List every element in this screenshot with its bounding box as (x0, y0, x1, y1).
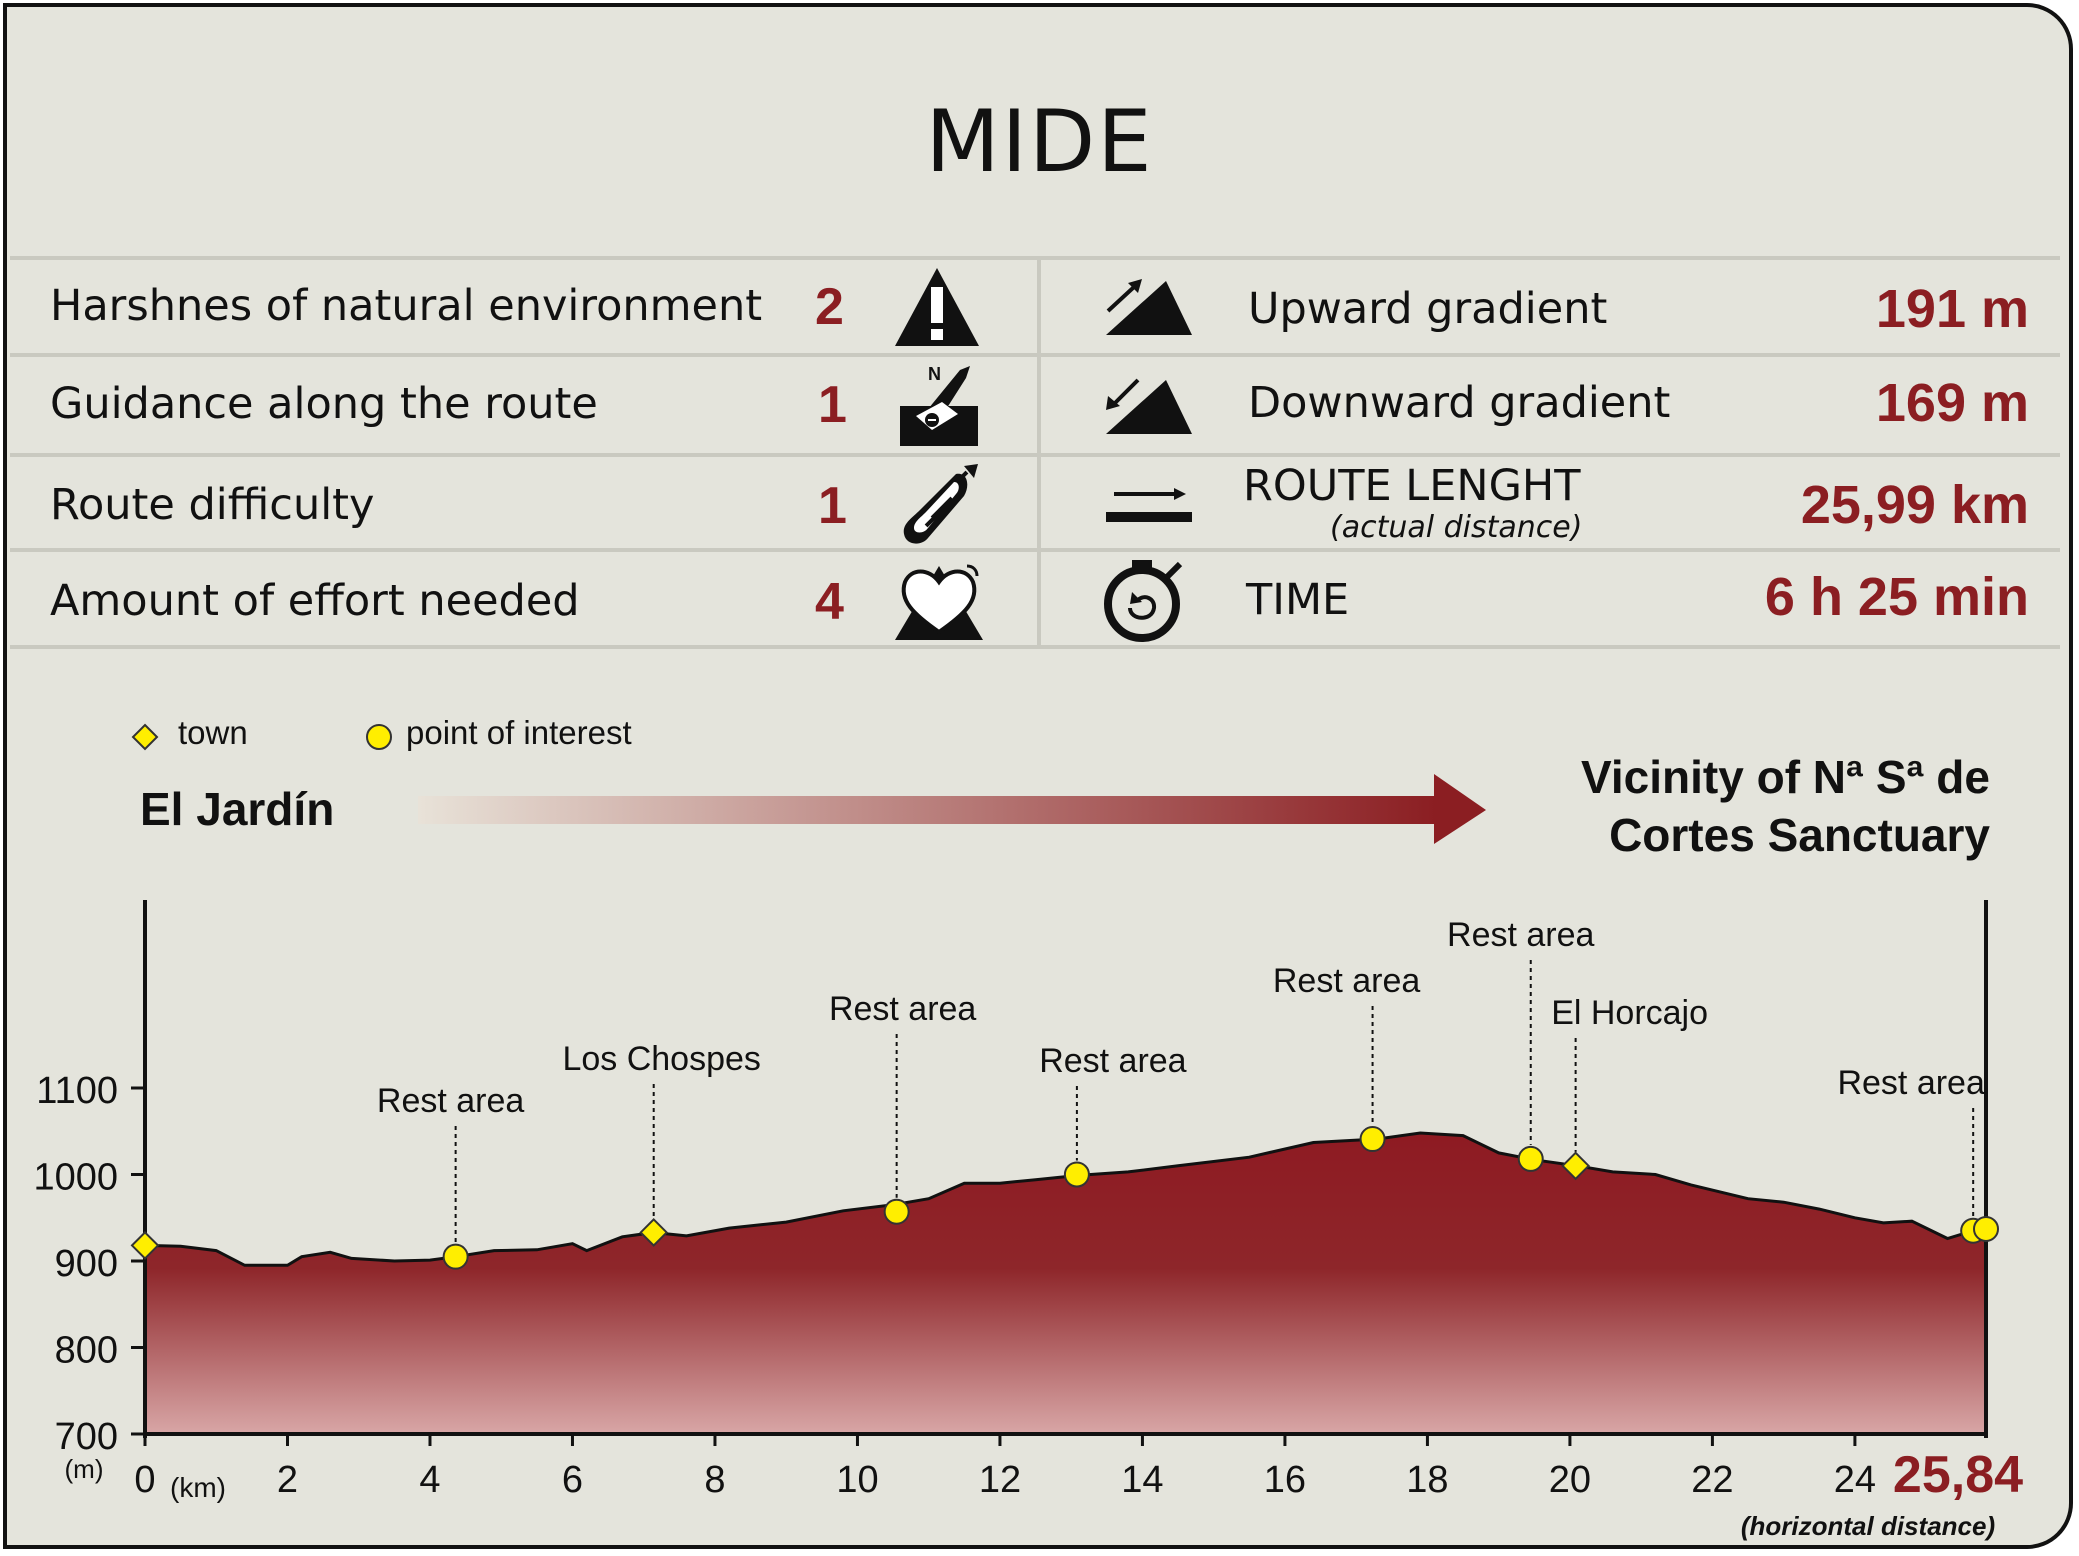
length-sublabel: (actual distance) (1330, 510, 1583, 545)
route-start: El Jardín (140, 783, 335, 835)
downward-label: Downward gradient (1248, 378, 1671, 428)
row-divider (10, 353, 2060, 357)
effort-label: Amount of effort needed (50, 576, 580, 626)
distance-arrow-icon (1106, 488, 1192, 522)
poi-marker (1517, 1145, 1544, 1172)
guidance-icon: N (900, 364, 978, 446)
environment-score: 2 (815, 278, 844, 336)
town-marker (1561, 1151, 1591, 1181)
town-marker (639, 1218, 669, 1247)
poi-marker (442, 1243, 469, 1270)
footprint-icon (903, 464, 978, 544)
y-tick-label: 800 (55, 1330, 118, 1372)
callout-label: Rest area (1837, 1064, 1984, 1102)
svg-text:N: N (928, 364, 941, 384)
upward-label: Upward gradient (1248, 284, 1608, 334)
poi-marker (1359, 1126, 1386, 1153)
elevation-line (144, 1131, 1987, 1267)
x-tick-label: 24 (1834, 1459, 1876, 1501)
route-end-line1: Vicinity of Nª Sª de (1581, 751, 1990, 803)
x-tick-label: 18 (1406, 1459, 1448, 1501)
town-marker (130, 1231, 160, 1260)
x-tick-label: 2 (277, 1459, 298, 1501)
callout-label: Rest area (1039, 1042, 1186, 1080)
y-tick-label: 1000 (33, 1157, 118, 1199)
route-end: Vicinity of Nª Sª de Cortes Sanctuary (1581, 748, 1990, 864)
downward-slope-icon (1106, 378, 1192, 434)
difficulty-score: 1 (818, 477, 847, 535)
x-tick-label: 12 (979, 1459, 1021, 1501)
poi-marker (1063, 1161, 1090, 1188)
warning-icon (895, 268, 979, 346)
guidance-label: Guidance along the route (50, 379, 598, 429)
route-end-line2: Cortes Sanctuary (1609, 809, 1990, 861)
elevation-area (145, 1133, 1986, 1434)
x-tick-label: 8 (704, 1459, 725, 1501)
length-value: 25,99 km (1800, 475, 2029, 535)
town-legend-marker (131, 723, 159, 751)
x-tick-label: 10 (836, 1459, 878, 1501)
x-tick-label: 22 (1691, 1459, 1733, 1501)
y-unit-label: (m) (65, 1454, 104, 1484)
page-title: MIDE (925, 92, 1154, 192)
poi-legend-marker (366, 724, 392, 750)
route-direction-arrow (418, 774, 1486, 844)
x-unit-label: (km) (170, 1472, 226, 1503)
y-tick-label: 900 (55, 1243, 118, 1285)
length-label: ROUTE LENGHT (1243, 461, 1581, 511)
y-tick-label: 700 (55, 1416, 118, 1458)
town-legend-label: town (178, 714, 248, 751)
row-divider (10, 453, 2060, 457)
table-top-border (10, 256, 2060, 260)
y-tick-label: 1100 (36, 1070, 118, 1112)
stopwatch-icon (1104, 560, 1183, 642)
callout-label: Rest area (377, 1082, 524, 1120)
row-divider (10, 548, 2060, 552)
upward-slope-icon (1106, 279, 1192, 335)
effort-score: 4 (815, 573, 844, 631)
heart-icon (895, 564, 983, 640)
callout-label: Los Chospes (562, 1040, 760, 1078)
x-tick-label: 16 (1264, 1459, 1306, 1501)
x-tick-label: 14 (1121, 1459, 1163, 1501)
downward-value: 169 m (1875, 373, 2029, 433)
time-label: TIME (1246, 575, 1350, 625)
column-divider (1037, 259, 1041, 647)
guidance-score: 1 (818, 376, 847, 434)
callout-label: Rest area (1447, 916, 1594, 954)
callout-label: El Horcajo (1551, 994, 1708, 1032)
difficulty-label: Route difficulty (50, 480, 375, 530)
x-tick-label: 0 (134, 1459, 155, 1501)
upward-value: 191 m (1875, 279, 2029, 339)
x-tick-label: 6 (562, 1459, 583, 1501)
poi-marker (883, 1198, 910, 1225)
callout-label: Rest area (829, 990, 976, 1028)
end-distance-note: (horizontal distance) (1741, 1511, 1995, 1541)
poi-legend-label: point of interest (406, 714, 632, 751)
x-tick-label: 20 (1549, 1459, 1591, 1501)
time-value: 6 h 25 min (1764, 567, 2029, 627)
table-bottom-border (10, 645, 2060, 649)
environment-label: Harshnes of natural environment (50, 281, 763, 331)
end-distance-label: 25,84 (1893, 1446, 2023, 1504)
x-tick-label: 4 (419, 1459, 440, 1501)
poi-marker (1973, 1215, 1999, 1242)
callout-label: Rest area (1273, 962, 1420, 1000)
